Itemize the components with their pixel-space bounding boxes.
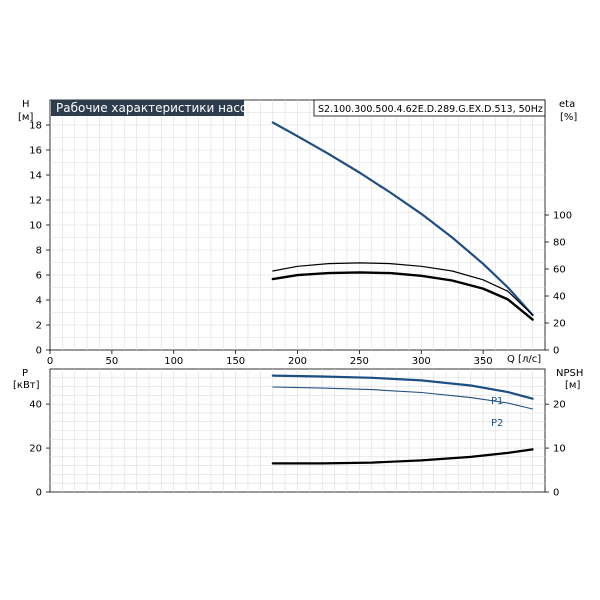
- y-left-label: H: [22, 99, 30, 110]
- model-label: S2.100.300.500.4.62E.D.289.G.EX.D.513, 5…: [318, 104, 543, 115]
- y-right-label-npsh: NPSH: [556, 368, 583, 379]
- bottom-series-line-1: [272, 386, 534, 410]
- y-right-tick-label: 10: [553, 444, 566, 455]
- top-left-ticks: 0 2 4 6 8 10 12 14 16 18: [29, 121, 50, 357]
- x-tick-label: 50: [106, 356, 119, 367]
- chart-title: Рабочие характеристики насоса: [56, 101, 261, 115]
- y-left-tick-label: 14: [29, 171, 42, 182]
- y-right-tick-label: 20: [553, 319, 566, 330]
- y-left-tick-label: 20: [29, 444, 42, 455]
- y-left-tick-label: 2: [36, 321, 42, 332]
- top-right-ticks: 0 20 40 60 80 100: [545, 211, 572, 357]
- y-right-unit-npsh: [м]: [565, 380, 580, 391]
- y-left-tick-label: 40: [29, 400, 42, 411]
- y-right-tick-label: 0: [553, 488, 559, 499]
- x-tick-label: 250: [350, 356, 369, 367]
- y-left-tick-label: 18: [29, 121, 42, 132]
- model-box: [313, 99, 546, 117]
- series-line-2: [271, 271, 534, 321]
- y-left-tick-label: 0: [36, 488, 42, 499]
- series-line-1: [272, 262, 534, 316]
- y-right-tick-label: 80: [553, 238, 566, 249]
- x-tick-label: 150: [226, 356, 245, 367]
- y-left-tick-label: 12: [29, 196, 42, 207]
- y-right-tick-label: 40: [553, 292, 566, 303]
- bottom-series-line-2: [271, 448, 534, 465]
- y-left-tick-label: 10: [29, 221, 42, 232]
- top-grid: [50, 100, 545, 350]
- y-right-label: eta: [559, 99, 575, 110]
- y-left-tick-label: 6: [36, 271, 42, 282]
- y-left-unit-power: [кВт]: [13, 380, 40, 391]
- y-left-tick-label: 0: [36, 346, 42, 357]
- y-left-label-power: P: [22, 368, 28, 379]
- series-label-p2: P2: [491, 418, 503, 429]
- y-left-tick-label: 16: [29, 146, 42, 157]
- bottom-right-ticks: 0 10 20: [545, 400, 566, 499]
- chart-title-box: [51, 100, 244, 116]
- x-tick-label: 0: [47, 356, 53, 367]
- y-right-tick-label: 60: [553, 265, 566, 276]
- x-axis-label: Q [л/с]: [507, 354, 541, 365]
- x-tick-label: 300: [412, 356, 431, 367]
- x-tick-label: 100: [164, 356, 183, 367]
- bottom-series: [271, 374, 534, 465]
- top-series: [271, 121, 534, 321]
- series-line-0: [271, 121, 534, 317]
- bottom-series-line-0: [271, 374, 534, 400]
- x-tick-label: 200: [288, 356, 307, 367]
- bottom-grid: [50, 369, 545, 492]
- bottom-left-ticks: 0 20 40: [29, 400, 50, 499]
- x-tick-label: 350: [474, 356, 493, 367]
- power-npsh-panel: 0 20 40 0 10 20 P [кВт] NPSH [м] P1 P2: [13, 368, 583, 499]
- y-left-tick-label: 8: [36, 246, 42, 257]
- head-efficiency-panel: 0 2 4 6 8 10 12 14 16 18 0 20 40 60 80 100 0 50 100 150 20…: [18, 99, 577, 367]
- y-right-tick-label: 0: [553, 346, 559, 357]
- y-right-unit: [%]: [560, 112, 577, 123]
- y-left-tick-label: 4: [36, 296, 42, 307]
- series-label-p1: P1: [491, 396, 503, 407]
- y-left-unit: [м]: [18, 112, 33, 123]
- y-right-tick-label: 20: [553, 400, 566, 411]
- y-right-tick-label: 100: [553, 211, 572, 222]
- x-axis-ticks: 0 50 100 150 200 250 300 350: [47, 350, 493, 367]
